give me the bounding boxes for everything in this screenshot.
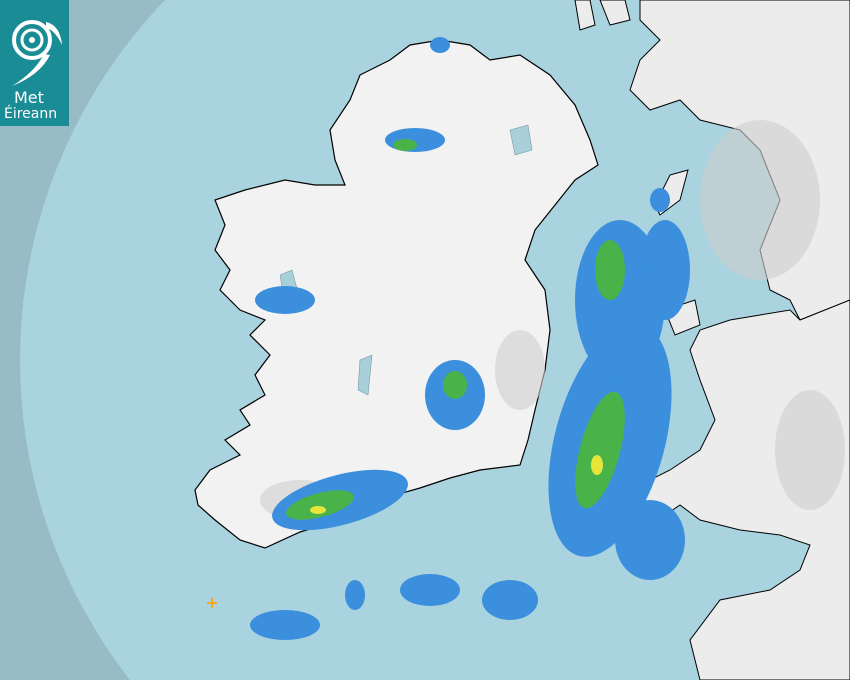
rain-cell [615, 500, 685, 580]
logo-text-eireann: Éireann [4, 106, 58, 122]
rain-cell [310, 506, 326, 514]
rain-cell [255, 286, 315, 314]
swirl-logo-icon [12, 20, 62, 86]
rain-cell [640, 220, 690, 320]
rain-cell [250, 610, 320, 640]
rain-cell [650, 188, 670, 212]
rain-cell [443, 371, 467, 399]
rain-cell [575, 391, 625, 509]
rain-cell [385, 128, 445, 152]
lough-neagh [509, 124, 533, 156]
rain-cell [393, 139, 417, 151]
logo-text-met: Met [14, 88, 44, 107]
rain-cell [345, 580, 365, 610]
lightning-strike-marker [207, 598, 217, 608]
scottish-islands [574, 0, 631, 31]
rain-cell [482, 580, 538, 620]
lough-derg [357, 354, 373, 396]
rain-cell [591, 455, 603, 475]
rain-cell [595, 240, 625, 300]
rain-cell [286, 490, 354, 520]
ireland-landmass [194, 39, 599, 549]
rain-echoes [250, 37, 690, 640]
rain-cell [400, 574, 460, 606]
rain-cell [430, 37, 450, 53]
met-eireann-logo[interactable]: Met Éireann [0, 0, 69, 126]
